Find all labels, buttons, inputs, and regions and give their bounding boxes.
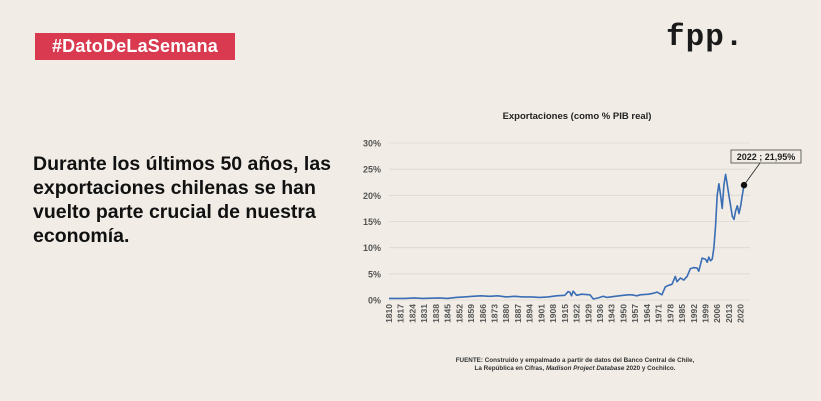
source-italic: Madison Project Database <box>545 365 625 372</box>
source-line-1: FUENTE: Construido y empalmado a partir … <box>455 357 695 364</box>
x-tick-label: 1859 <box>466 304 476 323</box>
x-tick-label: 2020 <box>736 304 746 323</box>
x-tick-label: 1936 <box>595 304 605 323</box>
x-tick-label: 1838 <box>431 304 441 323</box>
x-tick-label: 1922 <box>572 304 582 323</box>
x-tick-label: 1824 <box>407 304 417 323</box>
hashtag-badge: #DatoDeLaSemana <box>35 33 235 60</box>
x-tick-label: 1901 <box>536 304 546 323</box>
x-tick-label: 1866 <box>478 304 488 323</box>
annotation-leader <box>743 162 761 186</box>
x-tick-label: 2013 <box>724 304 734 323</box>
x-tick-label: 1873 <box>489 304 499 323</box>
chart-title: Exportaciones (como % PIB real) <box>503 111 652 122</box>
series-line <box>389 173 745 300</box>
x-tick-label: 2006 <box>712 304 722 323</box>
x-tick-label: 1887 <box>513 304 523 323</box>
annotation-label: 2022 ; 21,95% <box>737 152 796 162</box>
x-tick-label: 1852 <box>454 304 464 323</box>
source-text: La República en Cifras, <box>474 365 546 372</box>
x-tick-label: 1845 <box>443 304 453 323</box>
y-tick-label: 15% <box>363 217 381 227</box>
x-tick-label: 1810 <box>384 304 394 323</box>
source-text-end: 2020 y Cochilco. <box>624 365 676 372</box>
source-line-2: La República en Cifras, Madison Project … <box>400 365 750 372</box>
x-tick-label: 1999 <box>700 304 710 323</box>
x-tick-label: 1831 <box>419 304 429 323</box>
x-tick-label: 1817 <box>396 304 406 323</box>
x-tick-label: 1957 <box>630 304 640 323</box>
x-tick-label: 1985 <box>677 304 687 323</box>
x-tick-label: 1971 <box>654 304 664 323</box>
headline: Durante los últimos 50 años, las exporta… <box>33 153 332 247</box>
y-tick-label: 10% <box>363 243 381 253</box>
x-tick-label: 1880 <box>501 304 511 323</box>
y-tick-label: 30% <box>363 139 381 149</box>
y-tick-label: 0% <box>368 296 381 306</box>
x-tick-label: 1908 <box>548 304 558 323</box>
x-tick-label: 1929 <box>583 304 593 323</box>
x-tick-label: 1915 <box>560 304 570 323</box>
x-tick-label: 1978 <box>665 304 675 323</box>
x-tick-label: 1992 <box>689 304 699 323</box>
x-tick-label: 1894 <box>525 304 535 323</box>
fpp-logo: fpp. <box>666 20 745 55</box>
y-tick-label: 20% <box>363 191 381 201</box>
y-tick-label: 5% <box>368 269 381 279</box>
annotation-point <box>740 181 748 189</box>
x-tick-label: 1943 <box>607 304 617 323</box>
y-tick-label: 25% <box>363 165 381 175</box>
x-tick-label: 1950 <box>618 304 628 323</box>
annotation-box <box>730 149 802 164</box>
x-tick-label: 1964 <box>642 304 652 323</box>
